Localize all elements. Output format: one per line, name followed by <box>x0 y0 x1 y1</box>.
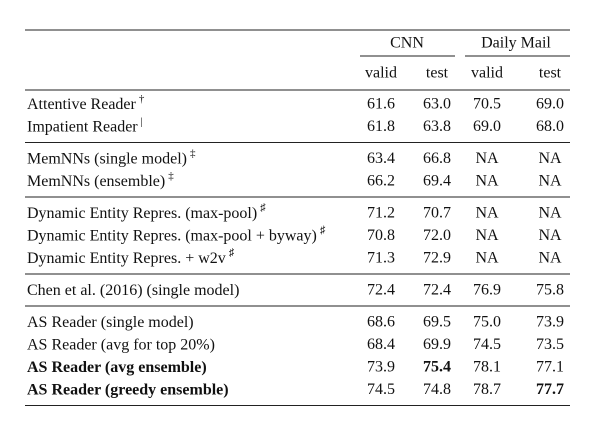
model-name: Dynamic Entity Repres. (max-pool) ♯ <box>27 202 266 222</box>
model-label: Dynamic Entity Repres. (max-pool) <box>27 205 257 222</box>
score: NA <box>475 150 499 167</box>
score: 72.4 <box>423 282 451 299</box>
score: NA <box>538 227 562 244</box>
score: 66.2 <box>367 173 395 190</box>
score: 63.0 <box>423 96 451 113</box>
score: 69.9 <box>423 336 451 353</box>
model-label: MemNNs (ensemble) <box>27 173 165 190</box>
score: 74.5 <box>473 336 501 353</box>
group-header: CNN <box>390 35 424 52</box>
model-name: MemNNs (ensemble) ‡ <box>27 170 174 190</box>
model-note: † <box>139 93 145 105</box>
model-label: Attentive Reader <box>27 96 137 113</box>
model-label: MemNNs (single model) <box>27 150 187 167</box>
model-name: Dynamic Entity Repres. (max-pool + byway… <box>27 224 326 244</box>
score: 72.4 <box>367 282 395 299</box>
score: 72.0 <box>423 227 451 244</box>
model-note: | <box>141 115 143 127</box>
score: 72.9 <box>423 250 451 267</box>
model-note: ‡ <box>190 147 196 159</box>
model-name: Dynamic Entity Repres. + w2v ♯ <box>27 247 235 267</box>
score: 77.1 <box>536 359 564 376</box>
score: 77.7 <box>536 381 564 398</box>
model-name: MemNNs (single model) ‡ <box>27 147 196 167</box>
score: 73.9 <box>536 314 564 331</box>
score: 73.9 <box>367 359 395 376</box>
score: 73.5 <box>536 336 564 353</box>
model-note: ♯ <box>260 202 266 214</box>
model-label: AS Reader (avg for top 20%) <box>27 336 215 353</box>
model-label: AS Reader (avg ensemble) <box>27 359 207 376</box>
model-note: ♯ <box>229 247 235 259</box>
score: 61.6 <box>367 96 395 113</box>
score: 63.4 <box>367 150 395 167</box>
score: NA <box>538 205 562 222</box>
score: 78.7 <box>473 381 501 398</box>
model-name: AS Reader (avg for top 20%) <box>27 336 215 353</box>
score: 76.9 <box>473 282 501 299</box>
group-header: Daily Mail <box>481 35 551 52</box>
model-label: Dynamic Entity Repres. + w2v <box>27 250 226 267</box>
model-name: AS Reader (avg ensemble) <box>27 359 207 376</box>
score: 70.5 <box>473 96 501 113</box>
score: 74.8 <box>423 381 451 398</box>
score: 70.7 <box>423 205 451 222</box>
model-label: AS Reader (single model) <box>27 314 194 331</box>
column-header: valid <box>365 65 397 82</box>
model-note: ♯ <box>320 224 326 236</box>
score: 71.3 <box>367 250 395 267</box>
model-name: AS Reader (single model) <box>27 314 194 331</box>
score: 68.0 <box>536 118 564 135</box>
score: NA <box>538 173 562 190</box>
score: NA <box>475 173 499 190</box>
score: 66.8 <box>423 150 451 167</box>
model-name: AS Reader (greedy ensemble) <box>27 381 229 398</box>
score: NA <box>538 250 562 267</box>
score: NA <box>475 205 499 222</box>
model-label: Dynamic Entity Repres. (max-pool + byway… <box>27 227 317 244</box>
score: 71.2 <box>367 205 395 222</box>
model-label: AS Reader (greedy ensemble) <box>27 381 229 398</box>
score: 69.5 <box>423 314 451 331</box>
score: 69.0 <box>473 118 501 135</box>
score: NA <box>538 150 562 167</box>
model-note: ‡ <box>168 170 174 182</box>
score: NA <box>475 227 499 244</box>
model-name: Impatient Reader | <box>27 115 143 135</box>
model-name: Attentive Reader † <box>27 93 145 113</box>
score: 78.1 <box>473 359 501 376</box>
score: 74.5 <box>367 381 395 398</box>
score: 68.4 <box>367 336 395 353</box>
score: 69.0 <box>536 96 564 113</box>
score: 63.8 <box>423 118 451 135</box>
score: 69.4 <box>423 173 451 190</box>
score: 61.8 <box>367 118 395 135</box>
model-label: Impatient Reader <box>27 118 138 135</box>
score: 75.4 <box>423 359 451 376</box>
column-header: test <box>426 65 449 82</box>
column-header: test <box>539 65 562 82</box>
score: 70.8 <box>367 227 395 244</box>
model-label: Chen et al. (2016) (single model) <box>27 282 239 299</box>
score: 75.8 <box>536 282 564 299</box>
column-header: valid <box>471 65 503 82</box>
score: NA <box>475 250 499 267</box>
score: 75.0 <box>473 314 501 331</box>
score: 68.6 <box>367 314 395 331</box>
model-name: Chen et al. (2016) (single model) <box>27 282 239 299</box>
